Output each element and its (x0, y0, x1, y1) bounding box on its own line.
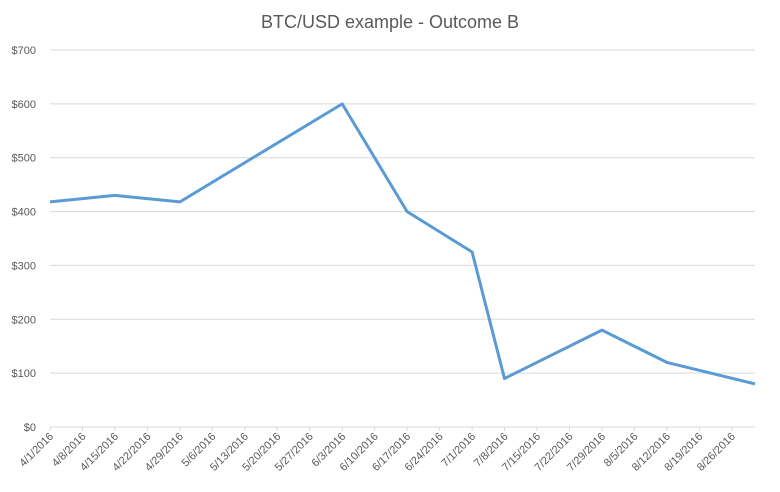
grid-layer (50, 49, 755, 428)
y-tick-label: $400 (12, 207, 36, 219)
x-axis-ticks: 4/1/20164/8/20164/15/20164/22/20164/29/2… (17, 427, 738, 474)
y-tick-label: $0 (24, 422, 36, 434)
series-line (49, 102, 756, 386)
chart-title: BTC/USD example - Outcome B (260, 12, 520, 32)
y-axis-ticks: $0 $100 $200 $300 $400 $500 $600 $700 (12, 45, 36, 434)
y-tick-label: $600 (12, 99, 36, 111)
y-tick-label: $500 (12, 153, 36, 165)
y-tick-label: $300 (12, 260, 36, 272)
x-tick-label: 4/1/2016 (17, 431, 56, 470)
y-tick-label: $100 (12, 368, 36, 380)
x-tick-label: 7/1/2016 (439, 431, 478, 470)
series-layer (49, 102, 756, 386)
y-tick-label: $700 (12, 45, 36, 57)
y-tick-label: $200 (12, 314, 36, 326)
